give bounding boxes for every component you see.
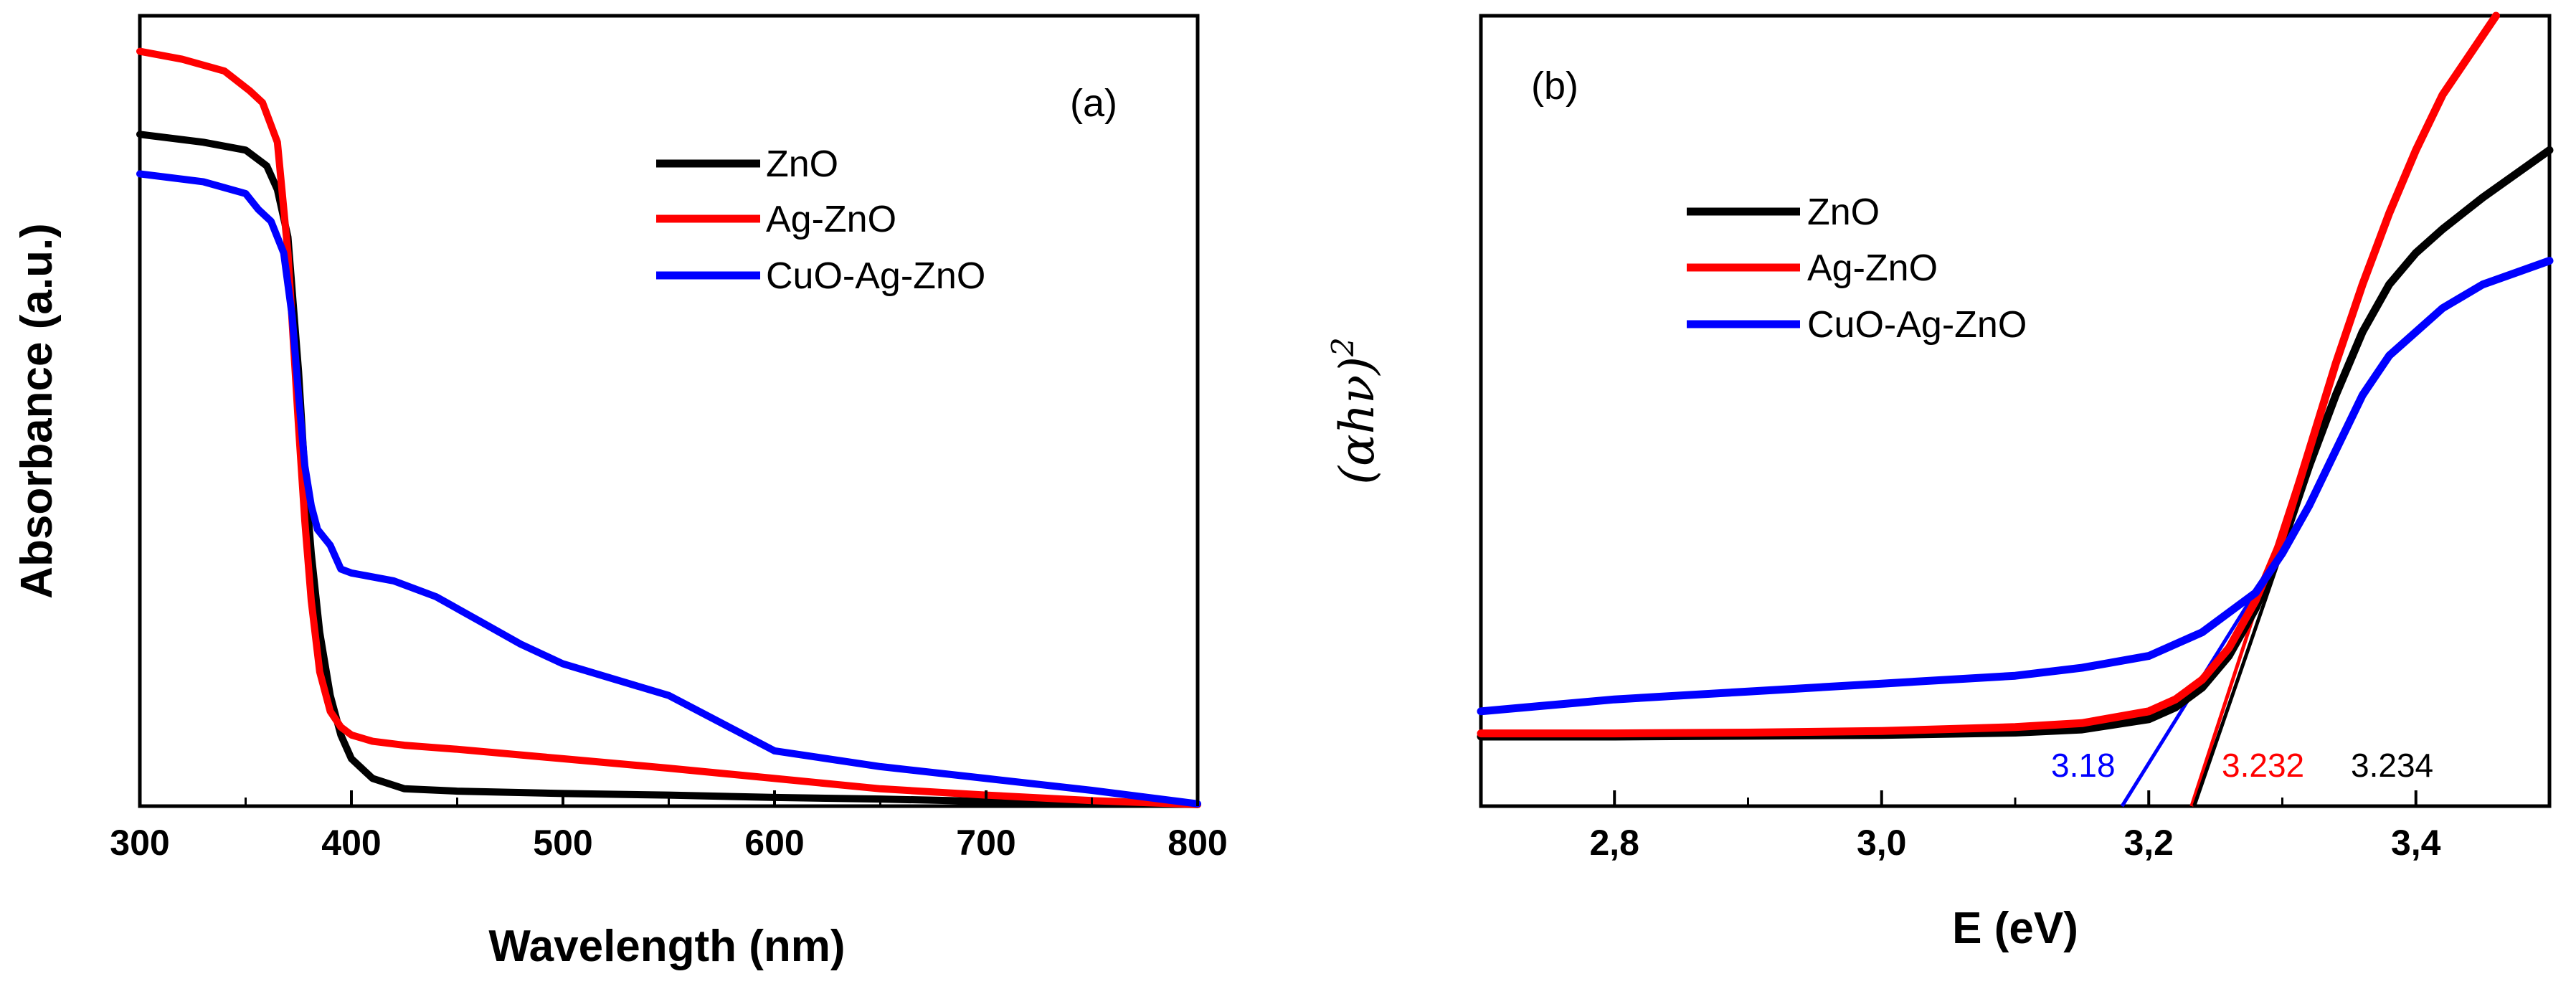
x-tick-label-a-800: 800 (1168, 823, 1227, 863)
panel-b-y-axis-title-main: (αhν) (1330, 356, 1385, 485)
panel-b-y-axis-title-sup: 2 (1325, 337, 1360, 357)
panel-a-series (136, 47, 1201, 808)
x-tick-label-a-400: 400 (321, 823, 381, 863)
panel-b-x-ticks: 2,8 3,0 3,2 3,4 (1479, 790, 2551, 863)
annotation-3-18: 3.18 (2051, 747, 2116, 784)
panel-b-frame (1479, 14, 2552, 808)
panel-a-legend: ZnO Ag-ZnO CuO-Ag-ZnO (656, 143, 985, 297)
series-line-b-cuo-ag-zno (1477, 257, 2554, 716)
x-tick-label-b-3-4: 3,4 (2391, 823, 2441, 863)
panel-a-label: (a) (1070, 82, 1117, 125)
legend-a-label-ag-zno: Ag-ZnO (766, 199, 896, 240)
x-tick-label-b-3-2: 3,2 (2123, 823, 2174, 863)
x-tick-label-a-500: 500 (533, 823, 592, 863)
x-tick-label-a-600: 600 (744, 823, 804, 863)
series-line-a-cuo-ag-zno (136, 170, 1201, 808)
legend-b-label-ag-zno: Ag-ZnO (1807, 247, 1938, 289)
panel-b-x-axis-title: E (eV) (1952, 904, 2078, 953)
panel-b-series (1477, 11, 2554, 741)
legend-a-label-zno: ZnO (766, 143, 838, 185)
legend-a-label-cuo-ag-zno: CuO-Ag-ZnO (766, 255, 985, 297)
x-tick-label-a-700: 700 (956, 823, 1015, 863)
x-tick-label-b-3-0: 3,0 (1857, 823, 1907, 863)
panel-b-legend: ZnO Ag-ZnO CuO-Ag-ZnO (1687, 191, 2027, 346)
svg-text:(αhν)2: (αhν)2 (1325, 337, 1385, 484)
series-line-a-zno (136, 131, 1201, 808)
x-tick-label-b-2-8: 2,8 (1589, 823, 1639, 863)
panel-a-x-ticks: 300 400 500 600 700 800 (110, 790, 1228, 863)
legend-b-label-zno: ZnO (1807, 191, 1880, 233)
series-line-b-ag-zno (1477, 11, 2500, 738)
annotation-3-234: 3.234 (2351, 747, 2433, 784)
panel-b-y-axis-title: (αhν)2 (1325, 337, 1385, 484)
panel-b-tangent-lines (2120, 363, 2338, 808)
panel-a-y-axis-title: Absorbance (a.u.) (12, 223, 62, 599)
legend-b-label-cuo-ag-zno: CuO-Ag-ZnO (1807, 304, 2027, 346)
x-tick-label-a-300: 300 (110, 823, 169, 863)
series-line-a-ag-zno (136, 47, 1201, 808)
panel-a: 300 400 500 600 700 800 (a) ZnO Ag-ZnO CuO-Ag… (12, 14, 1228, 971)
panel-b-label: (b) (1531, 65, 1578, 108)
series-line-b-zno (1477, 146, 2554, 741)
panel-b: 2,8 3,0 3,2 3,4 (b) ZnO Ag-ZnO CuO-Ag-ZnO 3… (1325, 11, 2554, 953)
annotation-3-232: 3.232 (2222, 747, 2304, 784)
panel-a-x-axis-title: Wavelength (nm) (488, 922, 845, 971)
